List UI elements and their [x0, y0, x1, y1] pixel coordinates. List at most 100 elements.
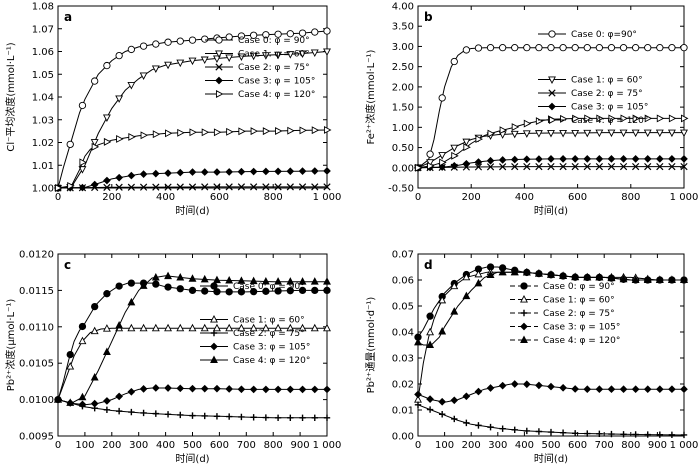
data-point	[619, 129, 628, 138]
data-point	[164, 384, 172, 392]
x-tick-label: 1 000	[670, 440, 699, 451]
data-point	[511, 426, 518, 434]
data-point	[511, 163, 519, 171]
data-point	[298, 29, 307, 37]
data-point	[298, 50, 307, 59]
data-point	[201, 287, 209, 295]
x-tick-label: 200	[462, 440, 481, 451]
data-point	[323, 167, 331, 175]
data-point	[655, 275, 664, 284]
data-point	[176, 183, 184, 191]
data-point	[463, 419, 470, 427]
series-4	[54, 271, 331, 406]
data-point	[176, 285, 184, 293]
data-point	[667, 275, 676, 284]
legend-entry: Case 2: φ = 75°	[571, 89, 643, 99]
x-tick-label: 1 000	[313, 440, 342, 451]
data-point	[78, 400, 87, 409]
data-point	[237, 32, 246, 40]
data-point	[631, 129, 640, 138]
data-point	[311, 286, 319, 295]
data-point	[140, 409, 147, 417]
data-point	[438, 397, 447, 406]
data-point	[608, 430, 615, 438]
data-point	[115, 282, 123, 290]
series-3	[414, 155, 688, 172]
legend-entry: Case 3: φ = 105°	[543, 323, 620, 333]
data-point	[631, 44, 640, 52]
data-point	[274, 323, 283, 332]
data-point	[66, 140, 74, 149]
data-point	[201, 128, 210, 137]
data-point	[164, 38, 172, 46]
series-0	[54, 279, 331, 404]
data-point	[427, 161, 435, 170]
data-point	[262, 385, 270, 394]
data-point	[261, 323, 270, 332]
data-point	[620, 431, 627, 438]
x-tick-label: 600	[568, 192, 587, 203]
data-point	[213, 288, 221, 296]
data-point	[66, 398, 75, 406]
data-point	[103, 137, 112, 146]
data-point	[127, 387, 136, 396]
data-point	[486, 270, 495, 279]
data-point	[200, 168, 209, 176]
y-tick-label: 0.02	[392, 380, 414, 391]
x-tick-label: 800	[264, 192, 283, 203]
data-point	[152, 410, 160, 417]
y-axis-label: Pb²⁺通量(mmol·d⁻¹)	[365, 297, 377, 394]
y-tick-label: 1.05	[32, 70, 54, 81]
data-point	[535, 381, 543, 390]
data-point	[462, 272, 471, 281]
data-point	[115, 392, 123, 401]
data-point	[499, 163, 507, 171]
data-point	[103, 406, 111, 414]
data-point	[298, 183, 307, 191]
data-point	[164, 271, 172, 280]
data-point	[475, 135, 483, 144]
data-point	[274, 385, 282, 394]
data-point	[102, 324, 111, 332]
data-point	[261, 276, 270, 285]
data-point	[620, 114, 629, 123]
data-point	[571, 44, 579, 52]
data-point	[225, 54, 234, 62]
data-point	[238, 413, 245, 421]
x-tick-label: 900	[648, 440, 667, 451]
data-point	[680, 431, 688, 439]
legend-entry: Case 0: φ = 90°	[233, 282, 305, 292]
data-point	[656, 114, 665, 123]
legend-entry: Case 3: φ = 105°	[233, 343, 310, 353]
series-4	[54, 126, 332, 192]
data-point	[438, 94, 446, 102]
y-axis-label: Pb²⁺浓度(μmol·L⁻¹)	[4, 299, 17, 392]
legend-marker	[215, 63, 223, 71]
data-point	[226, 127, 234, 136]
data-point	[286, 385, 295, 394]
data-point	[274, 414, 282, 421]
data-point	[571, 129, 580, 138]
data-point	[262, 31, 270, 39]
data-point	[414, 401, 422, 408]
panel-c: 0 100 200 300 400 500 600 700 800 900 1 000 0.0095 0…	[4, 250, 341, 466]
data-point	[311, 126, 320, 135]
data-point	[103, 290, 111, 298]
data-point	[522, 267, 531, 276]
y-tick-label: 0.0115	[19, 286, 54, 297]
data-point	[583, 129, 592, 138]
data-point	[200, 384, 209, 393]
data-point	[571, 162, 579, 171]
data-point	[486, 384, 495, 392]
data-point	[298, 167, 307, 175]
data-point	[213, 323, 221, 332]
x-axis-label: 时间(d)	[175, 204, 209, 217]
data-point	[237, 385, 246, 394]
legend-entry: Case 3: φ = 105°	[571, 103, 648, 113]
data-point	[426, 395, 434, 403]
panel-a: 0 200 400 600 800 1 000 1.00 1.01 1.02 1.03 1.04 1.…	[4, 2, 341, 218]
panel-label: c	[64, 258, 71, 272]
data-point	[510, 267, 519, 276]
data-point	[189, 412, 196, 419]
data-point	[656, 431, 664, 438]
